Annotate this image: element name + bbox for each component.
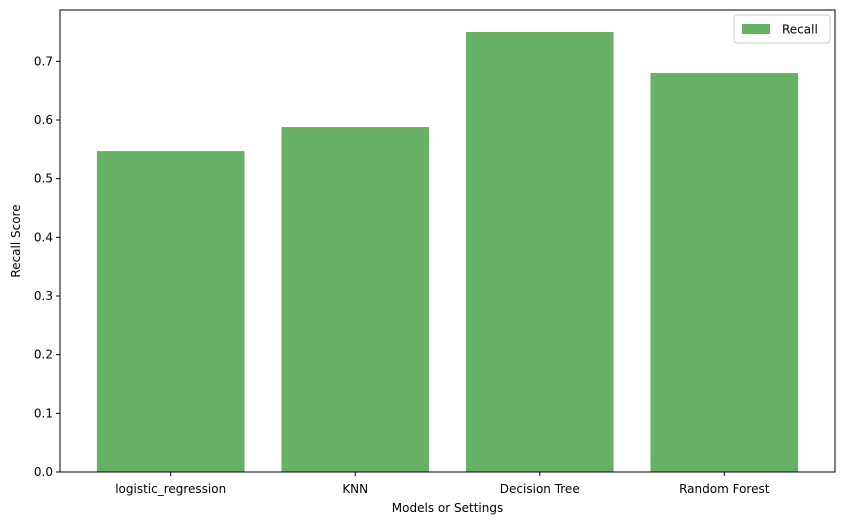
x-axis-label: Models or Settings: [392, 501, 503, 515]
legend-box: [733, 14, 831, 44]
x-tick-label: Random Forest: [679, 482, 770, 496]
bars-group: [96, 32, 799, 473]
bar-knn: [281, 127, 430, 472]
y-tick-label: 0.2: [34, 348, 53, 362]
legend-label: Recall: [782, 23, 818, 37]
y-tick-label: 0.3: [34, 289, 53, 303]
y-tick-label: 0.0: [34, 465, 53, 479]
y-tick-label: 0.4: [34, 230, 53, 244]
y-tick-label: 0.5: [34, 172, 53, 186]
legend-swatch: [742, 24, 770, 34]
bar-random-forest: [650, 73, 799, 473]
bar-decision-tree: [465, 32, 614, 472]
y-axis-label: Recall Score: [9, 204, 23, 277]
y-axis-ticks: 0.0 0.1 0.2 0.3 0.4 0.5 0.6 0.7: [34, 54, 60, 479]
x-axis-ticks: logistic_regression KNN Decision Tree Rando…: [115, 472, 770, 496]
x-tick-label: KNN: [342, 482, 368, 496]
x-tick-label: Decision Tree: [500, 482, 580, 496]
x-tick-label: logistic_regression: [115, 482, 226, 496]
y-tick-label: 0.7: [34, 54, 53, 68]
plot-frame: [59, 9, 836, 473]
y-tick-label: 0.1: [34, 406, 53, 420]
y-tick-label: 0.6: [34, 113, 53, 127]
bar-logistic-regression: [96, 151, 245, 473]
legend: Recall: [733, 14, 831, 44]
